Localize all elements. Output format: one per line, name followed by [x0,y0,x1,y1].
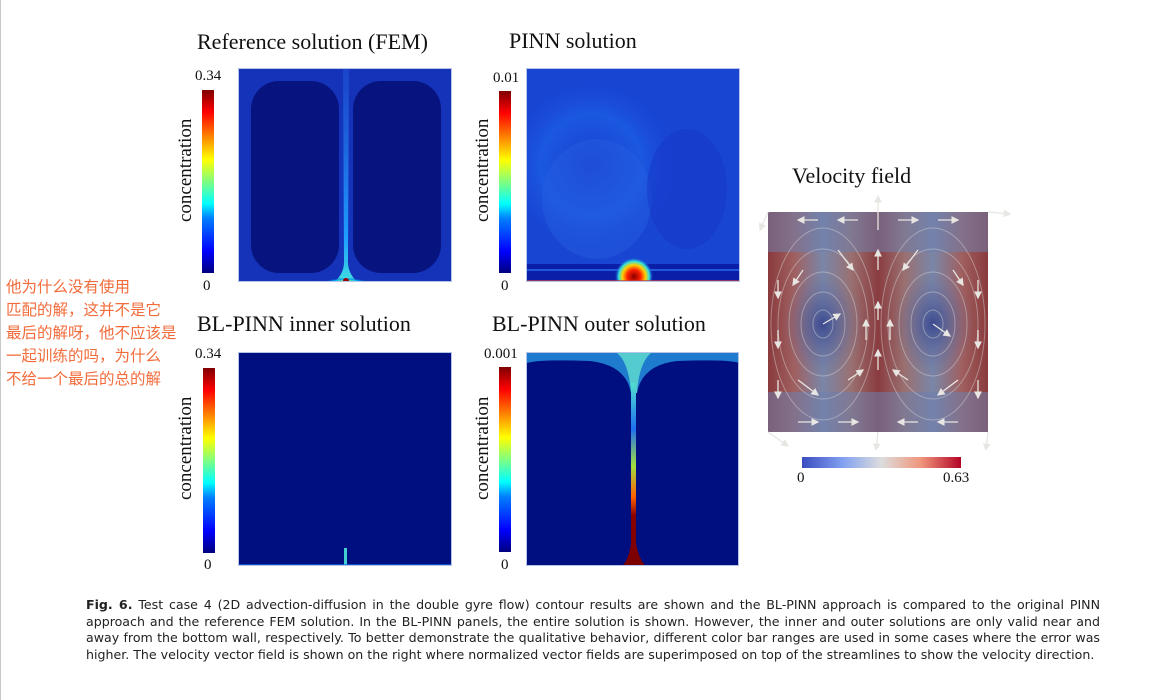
colorbar-jet [499,91,511,273]
annotation-line: 最后的解呀，他不应该是 [6,324,177,342]
velocity-colorbar-max: 0.63 [943,470,970,486]
panel-title: PINN solution [509,28,637,53]
colorbar-min: 0 [501,278,509,294]
colorbar-label: concentration [175,396,196,500]
contour-plot [238,352,452,566]
colorbar-max: 0.34 [195,68,222,84]
contour-field [239,353,451,565]
panel-title: Velocity field [792,163,912,188]
contour-field [527,69,739,281]
colorbar-min: 0 [501,557,509,573]
colorbar-min: 0 [203,278,211,294]
colorbar-max: 0.34 [195,346,222,362]
colorbar-label: concentration [472,118,493,222]
colorbar-jet [203,368,215,553]
colorbar-max: 0.01 [493,70,520,86]
annotation-line: 匹配的解，这并不是它 [6,301,162,319]
colorbar-label: concentration [175,118,196,222]
contour-plot [526,68,740,282]
contour-field [239,69,451,281]
contour-field [527,353,738,565]
panel-title: BL-PINN inner solution [197,311,411,336]
figure-caption: Fig. 6. Test case 4 (2D advection-diffus… [86,597,1100,663]
velocity-colorbar [802,457,961,468]
colorbar-jet [202,90,214,273]
reader-annotation: 他为什么没有使用 匹配的解，这并不是它 最后的解呀，他不应该是 一起训练的吗，为… [6,276,177,391]
annotation-line: 他为什么没有使用 [6,278,131,296]
panel-title: Reference solution (FEM) [197,29,428,54]
colorbar-jet [499,367,511,552]
streamline-vector-field [759,194,1012,452]
contour-plot [238,68,452,282]
annotation-line: 不给一个最后的总的解 [6,370,162,388]
page-left-border [0,0,1,700]
colorbar-min: 0 [204,557,212,573]
colorbar-max: 0.001 [484,346,518,362]
panel-title: BL-PINN outer solution [492,311,706,336]
colorbar-label: concentration [472,396,493,500]
figure-label: Fig. 6. [86,597,133,612]
annotation-line: 一起训练的吗，为什么 [6,347,162,365]
velocity-colorbar-min: 0 [797,470,805,486]
caption-text: Test case 4 (2D advection-diffusion in t… [86,597,1100,662]
contour-plot [526,352,739,566]
velocity-plot [758,190,1018,452]
